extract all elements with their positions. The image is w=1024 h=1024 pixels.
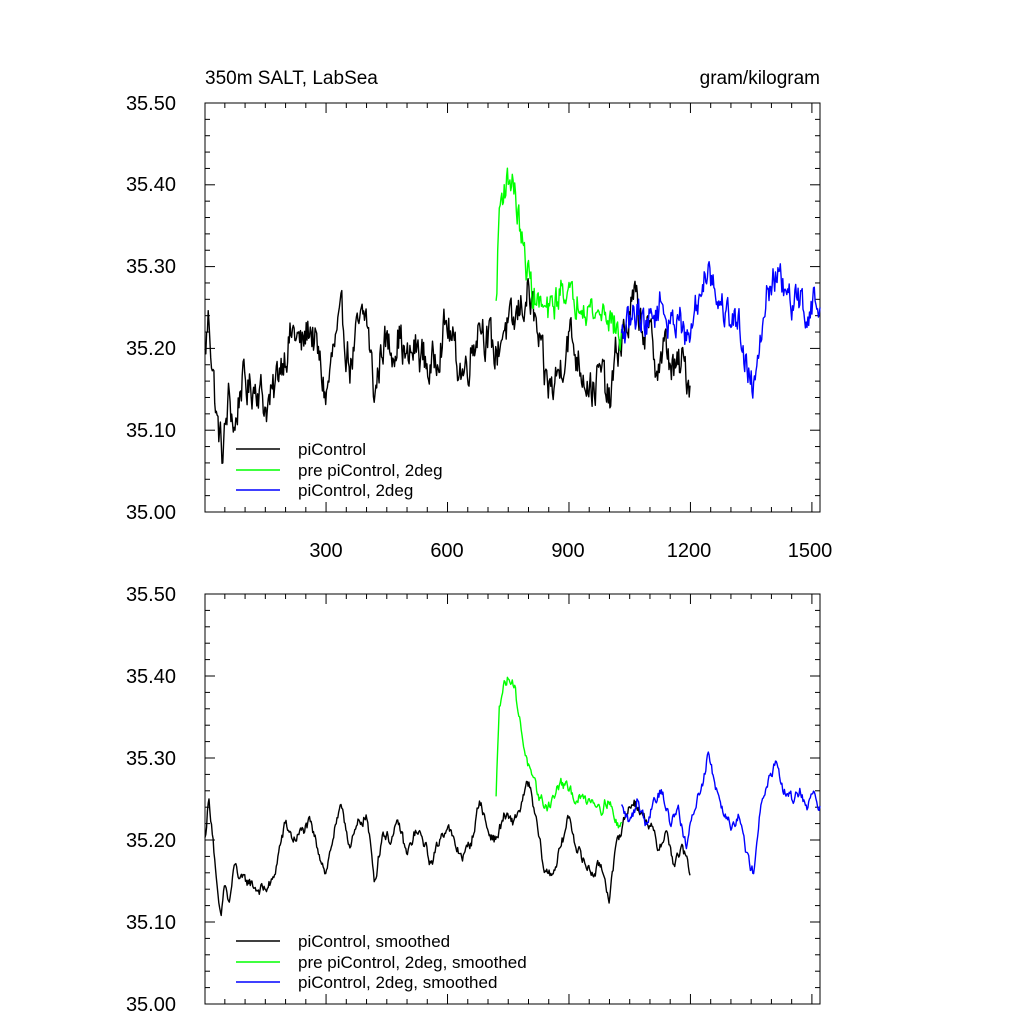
bottom-y-tick-labels: 35.00 35.10 35.20 35.30 35.40 35.50	[126, 584, 176, 1016]
top-panel: 35.00 35.10 35.20 35.30 35.40 35.50 300 …	[126, 93, 832, 562]
bottom-y-tick-label: 35.10	[126, 912, 176, 934]
series-line-pre-picontrol-2deg	[495, 167, 623, 351]
top-y-tick-label: 35.20	[126, 338, 176, 360]
bottom-y-tick-label: 35.40	[126, 666, 176, 688]
bottom-axis-ticks	[205, 593, 820, 1005]
series-line-picontrol-smoothed	[204, 780, 691, 917]
chart-title-units: gram/kilogram	[700, 68, 820, 89]
top-x-tick-label: 1200	[667, 540, 712, 562]
top-x-tick-label: 1500	[788, 540, 833, 562]
bottom-y-tick-label: 35.50	[126, 584, 176, 606]
top-x-tick-label: 600	[430, 540, 463, 562]
chart-title-left: 350m SALT, LabSea	[205, 68, 378, 89]
legend-label: pre piControl, 2deg, smoothed	[298, 953, 527, 972]
series-line-picontrol-2deg	[620, 261, 821, 399]
legend-label: piControl, 2deg, smoothed	[298, 973, 497, 992]
bottom-series-group	[204, 676, 821, 917]
top-y-tick-label: 35.10	[126, 420, 176, 442]
legend-label: pre piControl, 2deg	[298, 461, 443, 480]
bottom-y-tick-label: 35.20	[126, 830, 176, 852]
top-x-tick-label: 300	[309, 540, 342, 562]
legend-label: piControl	[298, 440, 366, 459]
top-series-group	[204, 167, 821, 464]
top-y-tick-label: 35.30	[126, 256, 176, 278]
top-y-tick-label: 35.00	[126, 502, 176, 524]
top-x-tick-label: 900	[551, 540, 584, 562]
legend-label: piControl, 2deg	[298, 481, 413, 500]
top-legend: piControl pre piControl, 2deg piControl,…	[236, 440, 443, 500]
bottom-panel: 35.00 35.10 35.20 35.30 35.40 35.50 piCo…	[126, 584, 821, 1016]
bottom-y-tick-label: 35.00	[126, 994, 176, 1016]
top-x-tick-labels: 300 600 900 1200 1500	[309, 540, 832, 562]
top-y-tick-label: 35.50	[126, 93, 176, 115]
top-y-tick-labels: 35.00 35.10 35.20 35.30 35.40 35.50	[126, 93, 176, 524]
top-axis-ticks	[205, 102, 820, 513]
top-y-tick-label: 35.40	[126, 174, 176, 196]
series-line-picontrol	[204, 278, 691, 464]
legend-label: piControl, smoothed	[298, 932, 450, 951]
bottom-legend: piControl, smoothed pre piControl, 2deg,…	[236, 932, 527, 992]
series-line-pre-picontrol-2deg-smoothed	[495, 676, 623, 829]
bottom-y-tick-label: 35.30	[126, 748, 176, 770]
bottom-plot-frame	[204, 593, 821, 1005]
series-line-picontrol-2deg-smoothed	[620, 751, 821, 875]
